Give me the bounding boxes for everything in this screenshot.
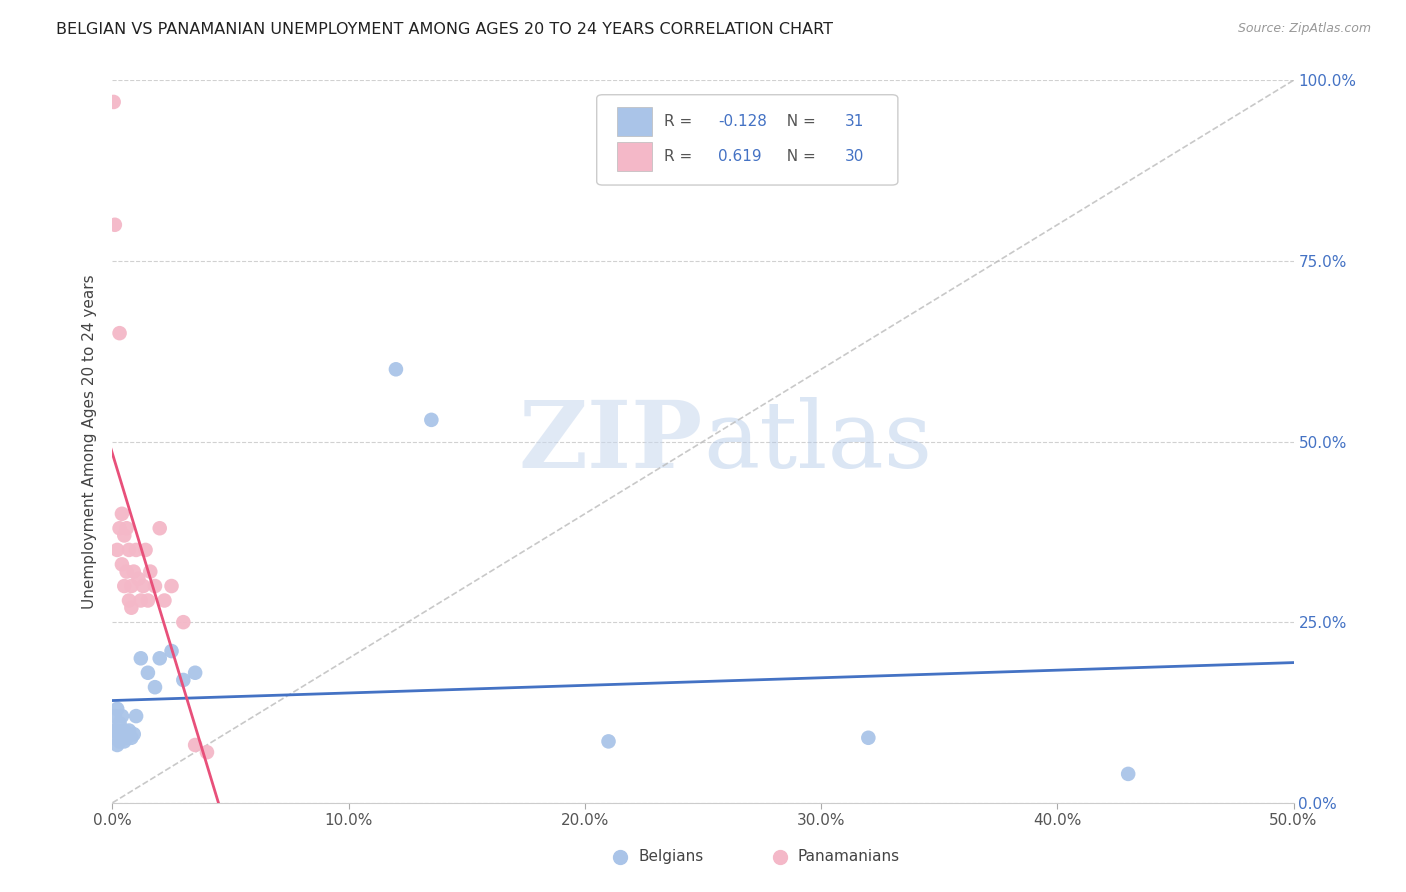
- Point: [139, 565, 162, 579]
- Point: [129, 593, 152, 607]
- FancyBboxPatch shape: [596, 95, 898, 185]
- Point: [111, 507, 134, 521]
- Point: [160, 644, 183, 658]
- Point: [105, 542, 128, 557]
- Point: [111, 558, 134, 572]
- Point: [112, 579, 135, 593]
- Point: [105, 723, 128, 738]
- Point: [104, 218, 127, 232]
- Text: 31: 31: [845, 114, 865, 129]
- Point: [115, 731, 138, 745]
- Point: [103, 95, 125, 109]
- Point: [184, 665, 207, 680]
- Point: [136, 593, 159, 607]
- Point: [118, 542, 141, 557]
- Point: [120, 579, 142, 593]
- Point: [108, 727, 131, 741]
- Point: [108, 326, 131, 340]
- Point: [184, 738, 207, 752]
- Point: [195, 745, 218, 759]
- Point: [103, 723, 125, 738]
- Point: [105, 702, 128, 716]
- Point: [1116, 850, 1139, 864]
- Point: [858, 731, 880, 745]
- Point: [105, 738, 128, 752]
- Point: [420, 413, 443, 427]
- Point: [122, 727, 145, 741]
- Y-axis label: Unemployment Among Ages 20 to 24 years: Unemployment Among Ages 20 to 24 years: [82, 274, 97, 609]
- Point: [135, 542, 157, 557]
- Text: atlas: atlas: [703, 397, 932, 486]
- Point: [1116, 767, 1139, 781]
- Point: [143, 579, 166, 593]
- Point: [112, 723, 135, 738]
- Point: [160, 579, 183, 593]
- Bar: [617, 142, 652, 170]
- Point: [143, 680, 166, 694]
- Point: [120, 600, 142, 615]
- Point: [112, 528, 135, 542]
- Point: [129, 651, 152, 665]
- Text: Source: ZipAtlas.com: Source: ZipAtlas.com: [1237, 22, 1371, 36]
- Point: [108, 734, 131, 748]
- Text: BELGIAN VS PANAMANIAN UNEMPLOYMENT AMONG AGES 20 TO 24 YEARS CORRELATION CHART: BELGIAN VS PANAMANIAN UNEMPLOYMENT AMONG…: [56, 22, 834, 37]
- Text: -0.128: -0.128: [718, 114, 768, 129]
- Point: [136, 665, 159, 680]
- Text: 30: 30: [845, 149, 865, 163]
- Point: [115, 521, 138, 535]
- Point: [153, 593, 176, 607]
- Point: [104, 709, 127, 723]
- Point: [112, 734, 135, 748]
- Point: [104, 731, 127, 745]
- Point: [108, 521, 131, 535]
- Point: [108, 716, 131, 731]
- Point: [172, 673, 194, 687]
- Text: R =: R =: [664, 114, 697, 129]
- Point: [122, 565, 145, 579]
- Text: Belgians: Belgians: [638, 849, 703, 864]
- Point: [125, 709, 148, 723]
- Point: [172, 615, 194, 630]
- Point: [125, 542, 148, 557]
- Point: [118, 593, 141, 607]
- Point: [149, 651, 172, 665]
- Text: ZIP: ZIP: [519, 397, 703, 486]
- Point: [385, 362, 408, 376]
- Point: [120, 731, 142, 745]
- Point: [132, 579, 155, 593]
- Point: [111, 709, 134, 723]
- Text: 0.619: 0.619: [718, 149, 762, 163]
- Point: [115, 727, 138, 741]
- Point: [598, 734, 620, 748]
- Point: [127, 572, 149, 586]
- Text: R =: R =: [664, 149, 697, 163]
- Point: [111, 731, 134, 745]
- Bar: [617, 107, 652, 136]
- Text: Panamanians: Panamanians: [797, 849, 900, 864]
- Text: N =: N =: [778, 114, 821, 129]
- Point: [149, 521, 172, 535]
- Point: [115, 565, 138, 579]
- Text: N =: N =: [778, 149, 821, 163]
- Point: [118, 723, 141, 738]
